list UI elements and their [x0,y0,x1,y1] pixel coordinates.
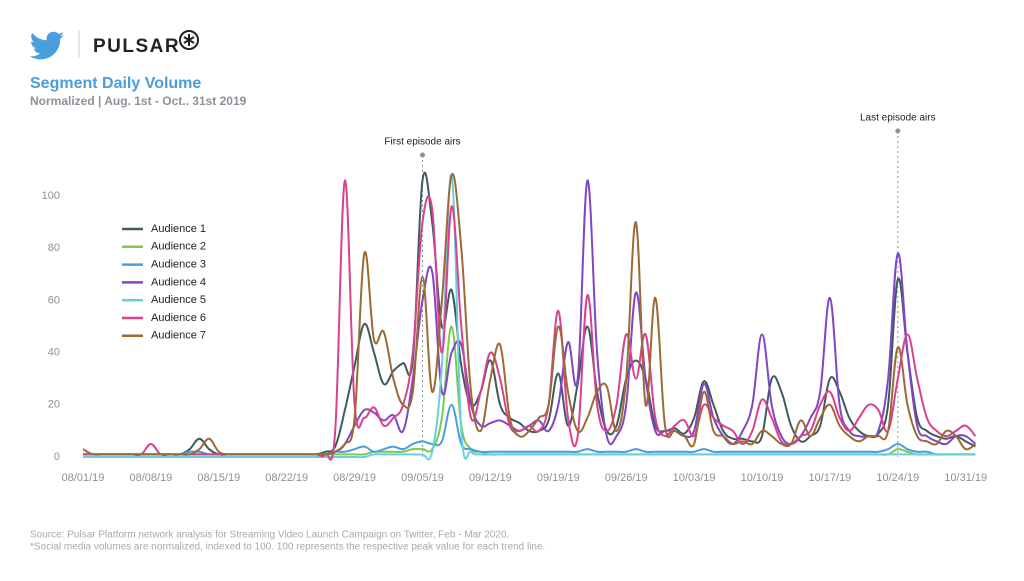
logo-ring [179,30,199,50]
annotation-dot [420,152,425,158]
legend-label: Audience 2 [151,241,206,253]
brand: PULSAR [93,36,180,57]
series-line [82,172,976,456]
x-tick-label: 10/24/19 [876,472,919,484]
legend-label: Audience 5 [151,294,206,306]
legend-label: Audience 1 [151,223,206,235]
chart-title: Segment Daily Volume [30,75,201,92]
pulsar-logo [179,30,199,50]
annotation-dot [895,128,901,134]
footnote: Source: Pulsar Platform network analysis… [30,530,509,541]
y-tick-label: 40 [48,347,60,359]
x-tick-label: 10/10/19 [741,472,784,484]
series-line [83,179,977,456]
legend-label: Audience 4 [151,276,206,288]
annotation-label: First episode airs [384,137,460,148]
twitter-bird [29,31,64,60]
x-tick-label: 09/26/19 [605,472,648,484]
annotation-label: Last episode airs [860,113,936,124]
legend-label: Audience 7 [151,330,206,342]
x-tick-label: 08/29/19 [333,472,376,484]
logo-star [183,34,195,46]
twitter-logo [29,31,64,60]
y-tick-label: 60 [48,294,60,306]
y-tick-label: 0 [54,451,60,463]
plot-area: 0 20 40 60 80 100 08/01/19 08/08/19 08/15/19 08/2… [42,113,987,484]
x-tick-label: 09/19/19 [537,472,580,484]
x-tick-label: 10/17/19 [808,472,851,484]
x-tick-label: 08/15/19 [197,472,240,484]
y-tick-label: 20 [48,399,60,411]
x-tick-label: 08/22/19 [265,472,308,484]
y-tick-label: 80 [48,242,60,254]
x-tick-label: 10/31/19 [944,472,987,484]
series-line [82,173,976,461]
x-tick-label: 10/03/19 [673,472,716,484]
legend-label: Audience 3 [151,259,206,271]
y-tick-label: 100 [42,190,60,202]
x-tick-label: 09/12/19 [469,472,512,484]
series-line [83,325,976,456]
chart-subtitle: Normalized | Aug. 1st - Oct.. 31st 2019 [30,94,247,108]
legend-label: Audience 6 [151,312,206,324]
x-tick-label: 08/01/19 [62,472,105,484]
footnote: *Social media volumes are normalized, in… [30,542,545,553]
x-tick-label: 08/08/19 [129,472,172,484]
x-tick-label: 09/05/19 [401,472,444,484]
